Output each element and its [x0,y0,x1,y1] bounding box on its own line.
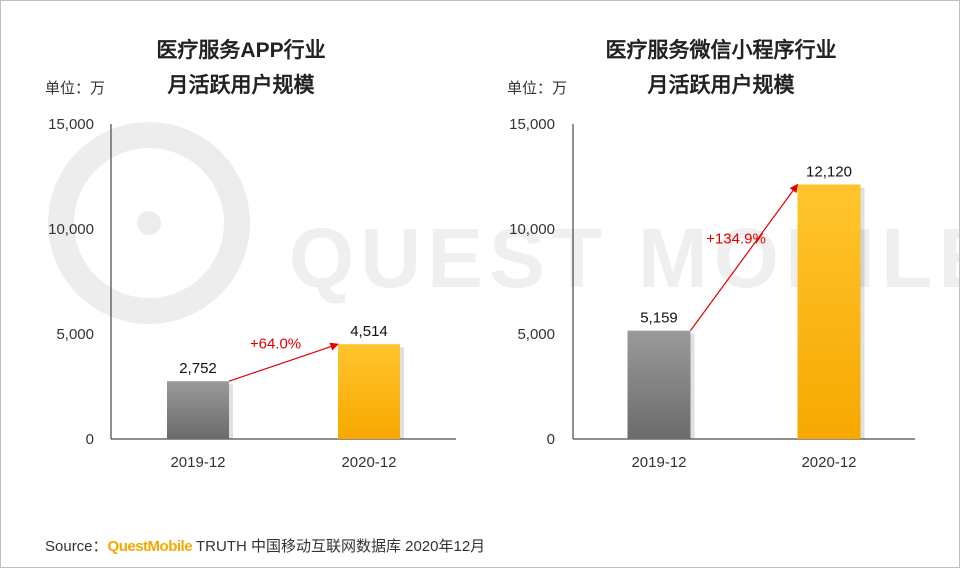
growth-label: +134.9% [706,231,766,248]
plot-area: 0 5,000 10,000 15,000 2,752 2019-12 4,514 2020-… [48,116,456,471]
bar-2019-12 [167,381,229,439]
bar-value-label: 2,752 [179,360,217,377]
watermark-logo-dot [137,211,161,235]
plot-area: 0 5,000 10,000 15,000 5,159 2019-12 12,120 2020… [509,116,915,471]
y-tick-label: 5,000 [56,326,94,343]
chart-title-line-1: 医疗服务APP行业 [156,38,325,62]
bar-value-label: 5,159 [640,310,678,327]
y-tick-label: 5,000 [517,326,555,343]
y-tick-label: 10,000 [509,221,555,238]
chart-title-line-2: 月活跃用户规模 [647,73,796,97]
x-tick-label: 2019-12 [631,454,686,471]
source-brand: QuestMobile [107,538,193,555]
unit-label: 单位：万 [507,80,567,97]
source-detail: TRUTH 中国移动互联网数据库 2020年12月 [195,538,486,555]
bar-value-label: 4,514 [350,323,388,340]
growth-label: +64.0% [250,336,301,353]
source-note: Source：QuestMobile TRUTH 中国移动互联网数据库 2020… [45,535,485,556]
x-tick-label: 2020-12 [801,454,856,471]
y-tick-label: 0 [86,431,94,448]
chart-miniprogram-mau: 医疗服务微信小程序行业 月活跃用户规模 单位：万 0 5,000 10,000 15,… [507,38,915,471]
chart-app-mau: 医疗服务APP行业 月活跃用户规模 单位：万 0 5,000 10,000 15,00… [45,38,456,471]
growth-arrow [228,342,339,382]
chart-title-line-2: 月活跃用户规模 [167,73,316,97]
bar-value-label: 12,120 [806,163,852,180]
x-tick-label: 2020-12 [341,454,396,471]
source-prefix: Source： [45,538,108,555]
unit-label: 单位：万 [45,80,105,97]
watermark-logo-ring [48,122,250,324]
chart-title-line-1: 医疗服务微信小程序行业 [606,38,837,62]
bar-2020-12 [797,184,861,439]
x-tick-label: 2019-12 [170,454,225,471]
y-tick-label: 15,000 [48,116,94,133]
growth-arrow [690,183,798,332]
y-tick-label: 10,000 [48,221,94,238]
bar-2019-12 [627,330,691,439]
bar-2020-12 [338,344,400,439]
y-tick-label: 15,000 [509,116,555,133]
y-tick-label: 0 [547,431,555,448]
